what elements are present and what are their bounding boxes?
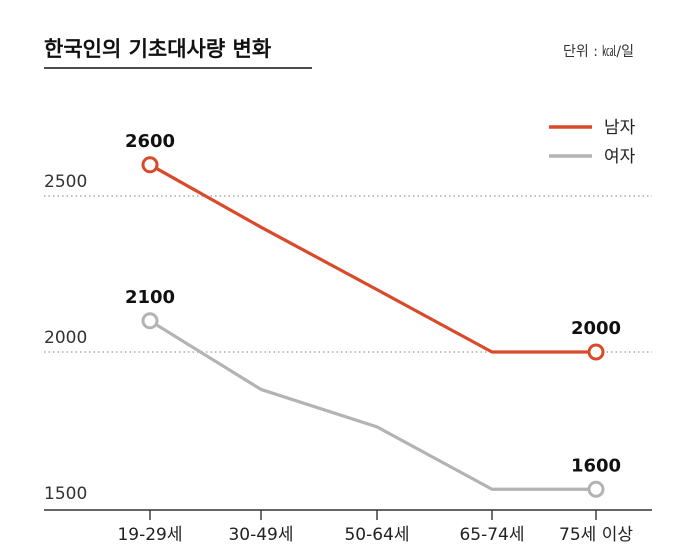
x-tick-label: 19-29세 <box>117 525 182 545</box>
data-label: 2100 <box>125 287 175 308</box>
chart-title: 한국인의 기초대사량 변화 <box>44 37 272 61</box>
legend-label: 남자 <box>604 118 636 138</box>
series-layer: 2100 1600 2600 2000 <box>125 131 621 498</box>
x-tick-label: 50-64세 <box>344 525 409 545</box>
data-label: 1600 <box>571 455 621 476</box>
x-axis: 19-29세 30-49세 50-64세 65-74세 75세 이상 <box>44 509 652 545</box>
y-axis-ticks: 2500 2000 1500 <box>44 172 87 504</box>
data-label: 2000 <box>571 318 621 339</box>
y-tick-label: 2500 <box>44 172 87 192</box>
y-tick-label: 1500 <box>44 484 87 504</box>
series-line-여자 <box>148 319 598 491</box>
series-line-남자 <box>148 163 598 354</box>
legend-label: 여자 <box>604 147 636 167</box>
x-tick-label: 75세 이상 <box>559 525 633 545</box>
data-point-marker <box>141 156 159 174</box>
x-tick-label: 65-74세 <box>459 525 524 545</box>
data-point-marker <box>587 343 605 361</box>
unit-label: 단위 : ㎉/일 <box>563 44 634 60</box>
data-label: 2600 <box>125 131 175 152</box>
data-point-marker <box>141 312 159 330</box>
x-tick-label: 30-49세 <box>228 525 293 545</box>
data-point-marker <box>587 480 605 498</box>
y-tick-label: 2000 <box>44 328 87 348</box>
